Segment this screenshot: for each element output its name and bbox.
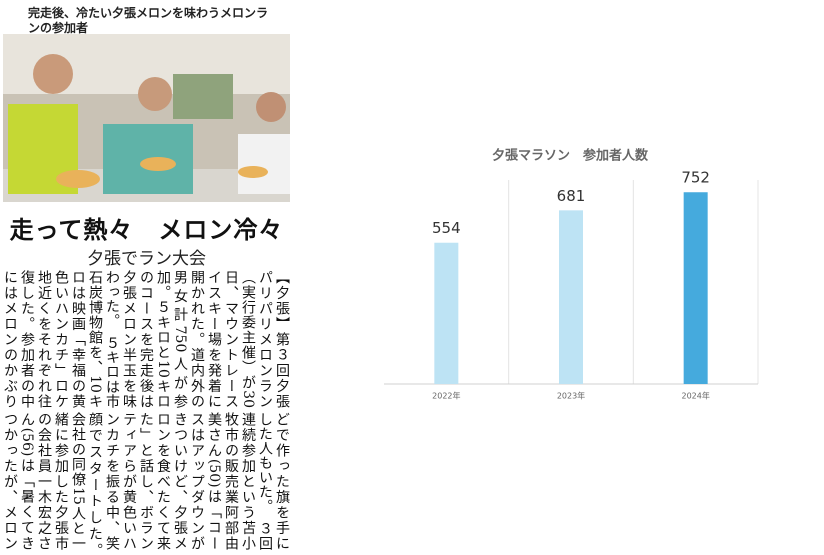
photo	[3, 34, 290, 202]
x-tick-label: 2024年	[681, 391, 709, 401]
value-label: 554	[432, 219, 461, 237]
x-tick-label: 2022年	[432, 391, 460, 401]
photo-caption: 完走後、冷たい夕張メロンを味わうメロンランの参加者	[28, 6, 269, 35]
bar	[434, 242, 459, 384]
value-label: 681	[557, 187, 586, 205]
headline: 走って熱々 メロン冷々	[9, 215, 284, 244]
article-body: 【夕張】第３回夕張パリパリメロンラン（実行委主催）が30日、マウントレースイスキ…	[3, 270, 290, 408]
bar	[559, 210, 583, 384]
value-label: 752	[681, 169, 710, 187]
article-body: どで作った旗を手にした人もいた。 ３回連続参加という苫小牧市の販売業阿部由美さん…	[3, 412, 290, 550]
bar	[683, 192, 708, 384]
subheadline: 夕張でラン大会	[87, 249, 206, 269]
chart-title: 夕張マラソン 参加者人数	[492, 148, 649, 164]
x-tick-label: 2023年	[557, 391, 585, 401]
